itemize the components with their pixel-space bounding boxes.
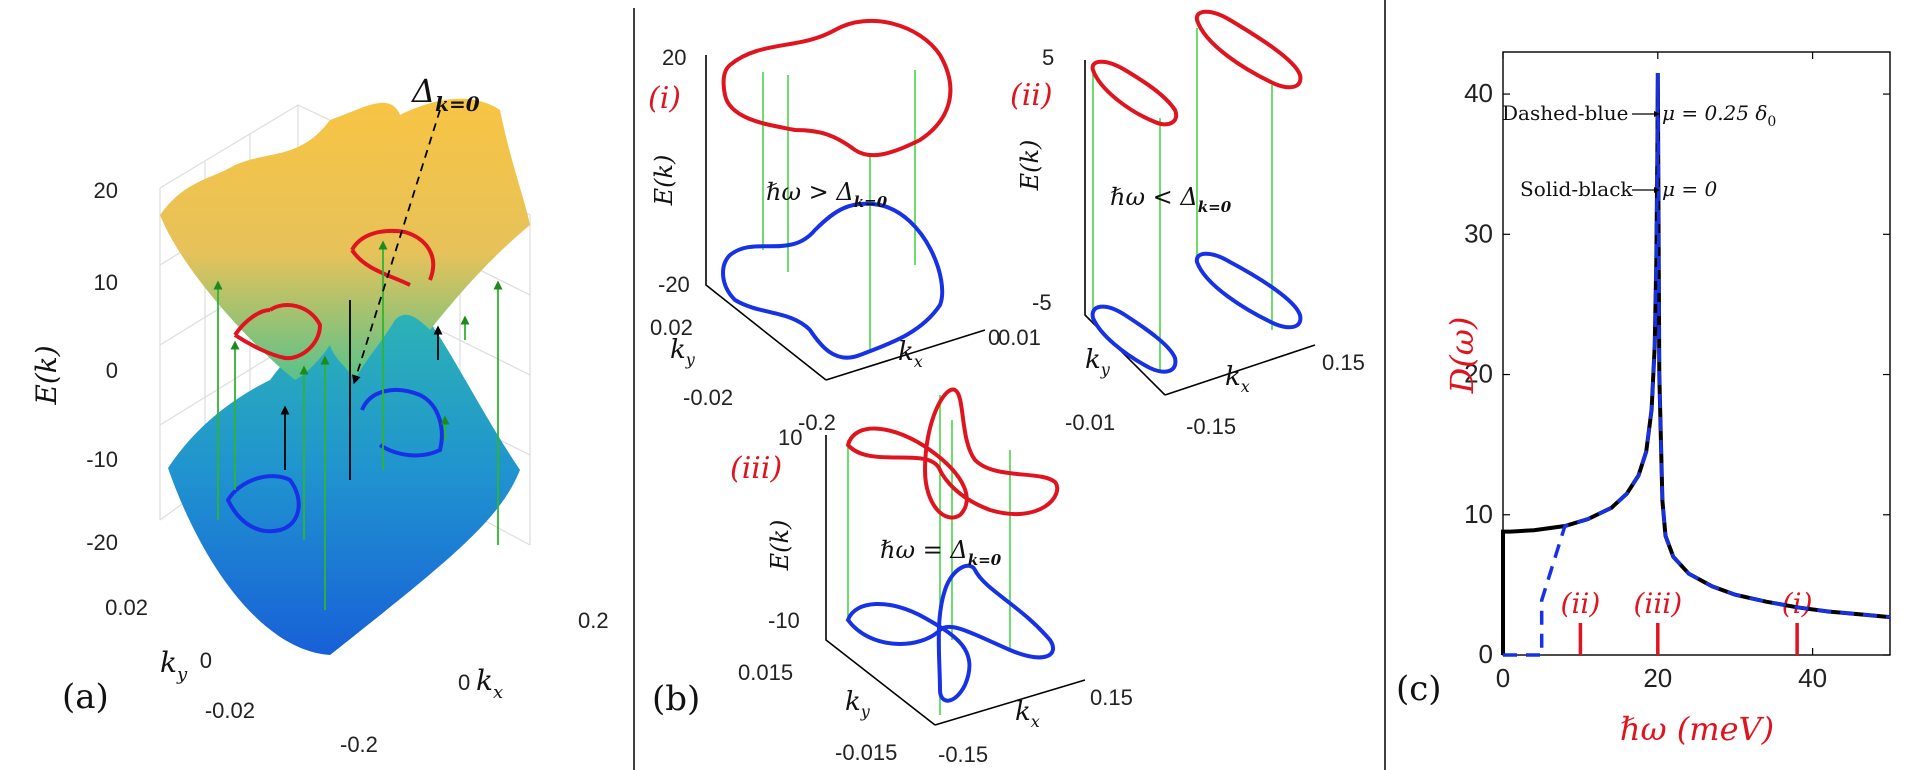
panel-a-zlabel: E(k) (30, 345, 63, 405)
panel-b-label: (b) (652, 679, 700, 719)
svg-text:-0.02: -0.02 (683, 385, 733, 410)
subplot-i-relation: ℏω > Δk=0 (766, 178, 888, 211)
svg-text:0.15: 0.15 (1322, 350, 1365, 375)
svg-text:-5: -5 (1032, 290, 1052, 315)
subplot-iii-tag: (iii) (730, 451, 782, 486)
y-tick-label: 30 (1464, 218, 1493, 248)
svg-text:-0.15: -0.15 (1186, 414, 1236, 439)
subplot-iii-zlabel: E(k) (766, 520, 794, 572)
subplot-iii-blue-contour (845, 563, 1055, 703)
svg-text:-0.015: -0.015 (835, 740, 897, 765)
y-tick-label: 10 (1464, 499, 1493, 529)
panel-a-zticks: 20 10 0 -10 -20 (86, 178, 118, 555)
svg-text:ky: ky (845, 687, 871, 721)
subplot-i-zlabel: E(k) (650, 155, 678, 207)
subplot-i-red-contour (721, 18, 953, 158)
x-tick-label: 40 (1798, 663, 1827, 693)
subplot-i-tag: (i) (648, 81, 681, 116)
svg-text:kx: kx (898, 337, 923, 371)
legend-dashed-eq: μ = 0.25 δ0 (1662, 101, 1776, 130)
svg-text:20: 20 (94, 178, 118, 203)
panel-c-label: (c) (1396, 669, 1442, 709)
svg-text:0.2: 0.2 (578, 608, 609, 633)
svg-text:20: 20 (662, 45, 686, 70)
subplot-ii: 5 -5 0.01 -0.01 0.15 -0.15 (ii) E(k) ky … (998, 9, 1365, 439)
svg-text:10: 10 (94, 270, 118, 295)
svg-text:0.02: 0.02 (105, 595, 148, 620)
subplot-iii-red-contour (845, 387, 1060, 520)
plot-c-xlabel: ℏω (meV) (1620, 710, 1774, 748)
gap-arrows (280, 109, 443, 480)
panel-a-kylabel: ky (160, 646, 188, 685)
subplot-ii-blue-contour-1 (1090, 304, 1178, 374)
svg-text:0: 0 (458, 670, 470, 695)
series-dashed-blue (1503, 72, 1891, 657)
subplot-ii-red-contour-2 (1194, 9, 1303, 90)
subplot-ii-zlabel: E(k) (1016, 140, 1044, 192)
plot-c-ylabel: D(ω) (1443, 317, 1481, 395)
panel-a-label: (a) (62, 677, 109, 717)
lower-band-surface (168, 285, 520, 655)
svg-text:0: 0 (106, 358, 118, 383)
svg-text:5: 5 (1042, 45, 1054, 70)
legend-solid-eq: μ = 0 (1662, 177, 1717, 201)
svg-text:-0.2: -0.2 (340, 732, 378, 757)
subplot-ii-blue-contour-2 (1194, 251, 1303, 330)
series-solid-black (1501, 72, 1891, 655)
subplot-ii-red-contour-1 (1090, 59, 1179, 127)
subplot-iii: 10 -10 0.015 -0.015 0.15 -0.15 (iii) E(k… (730, 387, 1133, 767)
subplot-ii-relation: ℏω < Δk=0 (1110, 183, 1232, 216)
svg-text:-10: -10 (768, 608, 800, 633)
subplot-i: 20 -20 0.02 -0.02 -0.2 0 (i) E(k) ky kx … (648, 18, 1000, 435)
svg-text:10: 10 (778, 425, 802, 450)
svg-text:-0.2: -0.2 (798, 410, 836, 435)
panel-b: 20 -20 0.02 -0.02 -0.2 0 (i) E(k) ky kx … (648, 9, 1365, 767)
optical-transition-arrows (213, 240, 503, 610)
svg-text:ky: ky (1085, 345, 1111, 379)
svg-text:ky: ky (670, 335, 696, 369)
plot-c-frame (1502, 51, 1891, 656)
svg-text:0: 0 (200, 648, 212, 673)
delta-annotation: Δk=0 (410, 72, 480, 116)
plot-c-ticks: 0 10 20 30 40 0 20 40 (1464, 52, 1890, 693)
lower-band-contours (225, 388, 444, 534)
subplot-iii-relation: ℏω = Δk=0 (880, 536, 1002, 569)
svg-text:0.02: 0.02 (650, 315, 693, 340)
svg-text:kx: kx (1225, 362, 1250, 396)
panel-a-kyticks: 0.02 0 -0.02 (105, 595, 255, 723)
plot-c-markers: (ii) (iii) (i) (1561, 587, 1813, 655)
subplot-ii-tag: (ii) (1010, 78, 1053, 113)
subplot-i-blue-contour (721, 201, 945, 360)
svg-text:0.01: 0.01 (998, 325, 1041, 350)
panel-a-kxlabel: kx (476, 664, 503, 703)
svg-text:0.15: 0.15 (1090, 685, 1133, 710)
svg-text:-10: -10 (86, 447, 118, 472)
legend-solid: Solid-black (1520, 177, 1633, 201)
plot-c-series (1501, 72, 1891, 657)
svg-text:-0.02: -0.02 (205, 698, 255, 723)
x-tick-label: 20 (1643, 663, 1672, 693)
energy-marker-label: (iii) (1633, 587, 1682, 620)
svg-text:kx: kx (1015, 697, 1040, 731)
svg-text:-20: -20 (86, 530, 118, 555)
svg-text:-20: -20 (658, 272, 690, 297)
upper-band-contours (233, 229, 436, 361)
x-tick-label: 0 (1496, 663, 1510, 693)
legend-dashed: Dashed-blue (1502, 101, 1628, 125)
panel-a-kxticks: 0.2 0 -0.2 (340, 608, 609, 757)
y-tick-label: 40 (1464, 78, 1493, 108)
y-tick-label: 0 (1479, 639, 1493, 669)
upper-band-surface (160, 98, 530, 381)
panel-a: Δk=0 20 10 0 -10 -20 E(k) 0.02 0 -0.02 k… (30, 72, 609, 757)
svg-text:0.015: 0.015 (738, 660, 793, 685)
y-tick-label: 20 (1464, 359, 1493, 389)
energy-marker-label: (ii) (1561, 587, 1601, 620)
svg-text:-0.15: -0.15 (938, 742, 988, 767)
svg-text:0: 0 (988, 325, 1000, 350)
svg-text:-0.01: -0.01 (1065, 410, 1115, 435)
